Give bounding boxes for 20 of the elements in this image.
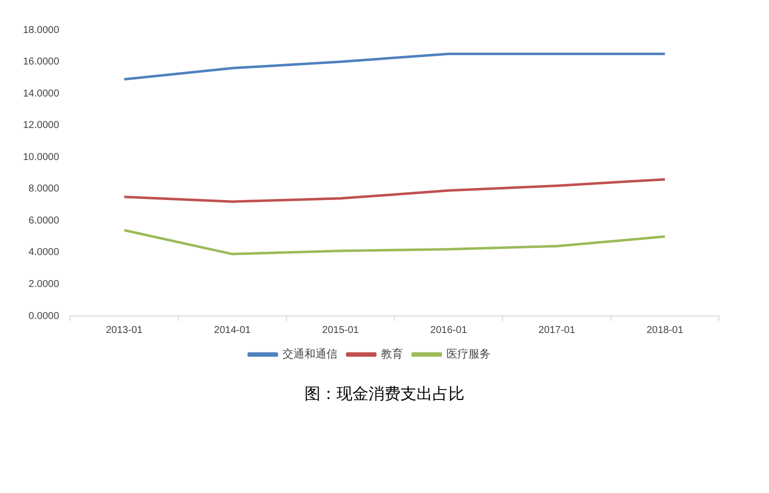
- y-tick-label: 14.0000: [22, 88, 60, 100]
- x-tick-label: 2015-01: [322, 324, 360, 336]
- text: 图：现金消费支出占比: [304, 384, 466, 405]
- y-tick-label: 10.0000: [22, 152, 60, 163]
- legend-label: 交通和通信: [282, 348, 338, 361]
- y-tick-label: 2.0000: [28, 278, 60, 290]
- y-tick-label: 18.0000: [22, 24, 60, 36]
- x-tick-label: 2017-01: [538, 324, 576, 336]
- y-tick-label: 8.0000: [28, 184, 60, 195]
- y-tick-label: 0.0000: [28, 310, 60, 322]
- x-tick-label: 2013-01: [106, 324, 144, 336]
- y-tick-label: 12.0000: [22, 120, 60, 132]
- y-tick-label: 4.0000: [28, 247, 60, 258]
- x-tick-label: 2018-01: [646, 324, 684, 336]
- y-tick-label: 6.0000: [28, 215, 60, 226]
- y-tick-label: 16.0000: [22, 56, 60, 68]
- x-tick-label: 2016-01: [430, 324, 468, 336]
- legend-label: 教育: [380, 348, 403, 361]
- legend-label: 医疗服务: [446, 348, 490, 361]
- x-tick-label: 2014-01: [214, 324, 252, 336]
